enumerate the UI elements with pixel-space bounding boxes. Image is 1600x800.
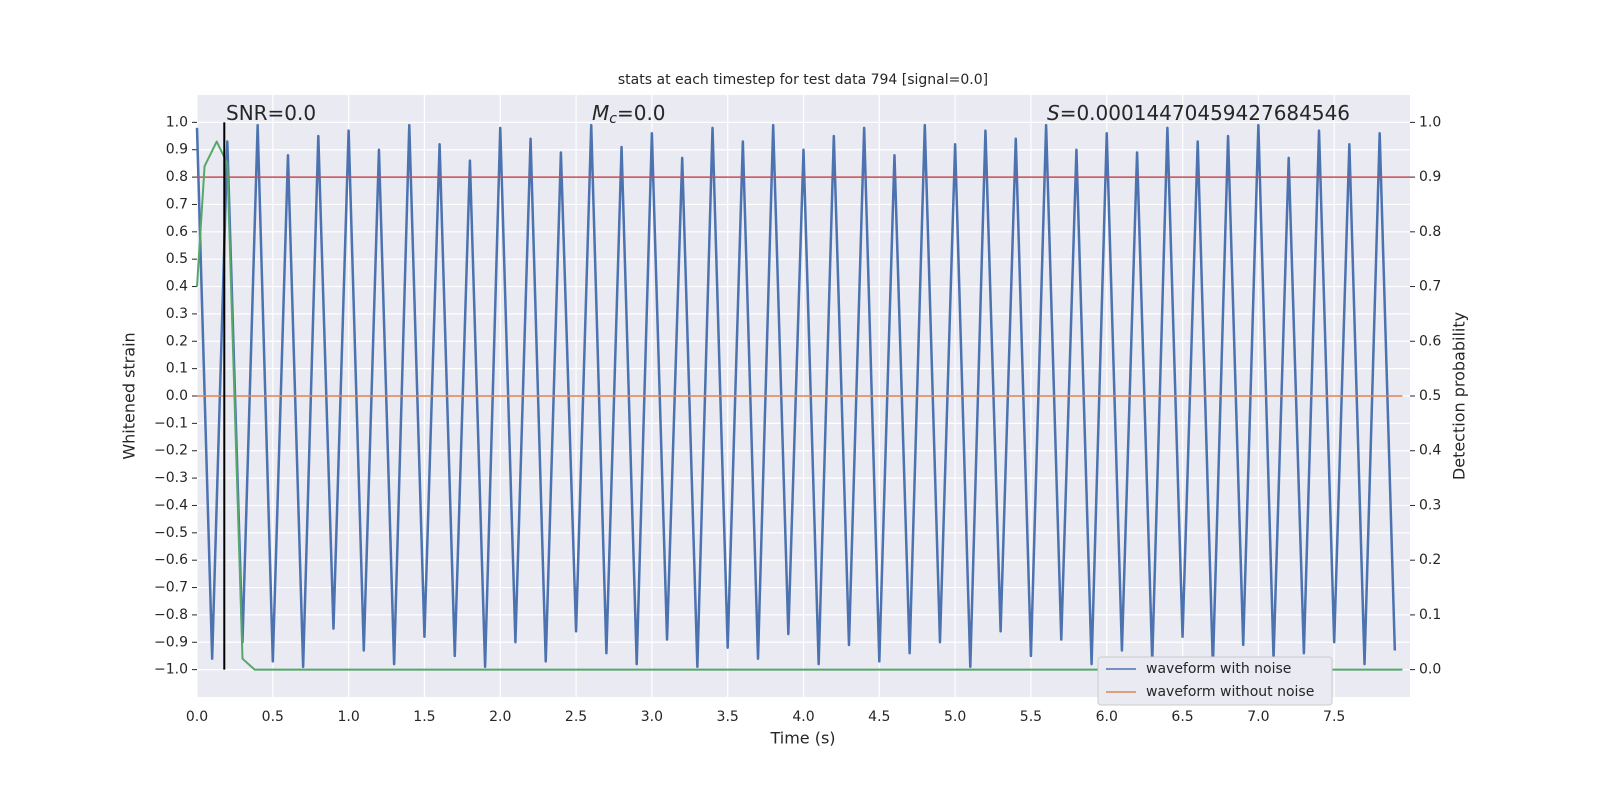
x-tick-label: 5.0	[944, 709, 966, 725]
y-tick-label: −0.6	[154, 552, 188, 568]
y2-tick-label: 0.8	[1419, 224, 1441, 240]
x-tick-label: 2.5	[565, 709, 587, 725]
y-tick-label: 1.0	[166, 114, 188, 130]
y-tick-label: −0.1	[154, 415, 188, 431]
y2-tick-label: 0.6	[1419, 333, 1441, 349]
legend-label: waveform with noise	[1146, 661, 1291, 677]
y2-tick-label: 0.5	[1419, 388, 1441, 404]
y-tick-label: −0.7	[154, 580, 188, 596]
y2-tick-label: 0.0	[1419, 662, 1441, 678]
annotation: SNR=0.0	[226, 101, 316, 125]
y2-tick-label: 0.1	[1419, 607, 1441, 623]
annotation-symbol: S	[1047, 101, 1060, 125]
annotation-subscript: c	[609, 111, 617, 127]
y-tick-label: −0.9	[154, 634, 188, 650]
y2-tick-label: 1.0	[1419, 114, 1441, 130]
x-tick-label: 6.5	[1171, 709, 1193, 725]
annotation-symbol: M	[592, 101, 609, 125]
annotation-text: =0.0	[617, 101, 666, 125]
annotation-text: =0.00014470459427684546	[1060, 101, 1350, 125]
annotation: Mc=0.0	[592, 101, 666, 128]
x-tick-label: 0.5	[262, 709, 284, 725]
y-tick-label: −0.2	[154, 443, 188, 459]
legend-box	[1097, 656, 1333, 706]
y-tick-label: 0.8	[166, 169, 188, 185]
chart-title: stats at each timestep for test data 794…	[618, 72, 988, 88]
y-tick-label: 0.4	[166, 279, 188, 295]
y-tick-label: 0.9	[166, 142, 188, 158]
y-tick-label: 0.3	[166, 306, 188, 322]
y2-tick-label: 0.4	[1419, 443, 1441, 459]
x-tick-label: 3.5	[717, 709, 739, 725]
y-tick-label: −0.4	[154, 497, 188, 513]
probability-line	[196, 140, 1403, 671]
x-tick-label: 4.5	[868, 709, 890, 725]
y-tick-label: −0.8	[154, 607, 188, 623]
y-tick-label: 0.7	[166, 196, 188, 212]
x-tick-label: 4.0	[792, 709, 814, 725]
y-axis-label: Whitened strain	[120, 332, 139, 459]
y-tick-label: −0.5	[154, 525, 188, 541]
x-tick-label: 6.0	[1096, 709, 1118, 725]
x-tick-label: 7.5	[1323, 709, 1345, 725]
x-tick-label: 1.5	[413, 709, 435, 725]
y2-tick-label: 0.7	[1419, 279, 1441, 295]
y-tick-label: 0.1	[166, 361, 188, 377]
x-tick-label: 1.0	[337, 709, 359, 725]
x-tick-label: 3.0	[641, 709, 663, 725]
x-tick-label: 7.0	[1247, 709, 1269, 725]
annotation-text: SNR=0.0	[226, 101, 316, 125]
x-axis-label: Time (s)	[769, 729, 835, 748]
y-tick-label: 0.6	[166, 224, 188, 240]
y-tick-label: 0.2	[166, 333, 188, 349]
y-tick-label: 0.0	[166, 388, 188, 404]
y2-axis-label: Detection probability	[1450, 312, 1469, 480]
x-tick-label: 5.5	[1020, 709, 1042, 725]
annotation: S=0.00014470459427684546	[1047, 101, 1350, 125]
x-tick-label: 2.0	[489, 709, 511, 725]
y2-tick-label: 0.3	[1419, 497, 1441, 513]
y2-tick-label: 0.9	[1419, 169, 1441, 185]
y-tick-label: −1.0	[154, 662, 188, 678]
x-tick-label: 0.0	[186, 709, 208, 725]
y-tick-label: 0.5	[166, 251, 188, 267]
legend-label: waveform without noise	[1146, 684, 1314, 700]
y-tick-label: −0.3	[154, 470, 188, 486]
y2-tick-label: 0.2	[1419, 552, 1441, 568]
series-line	[195, 123, 1397, 669]
